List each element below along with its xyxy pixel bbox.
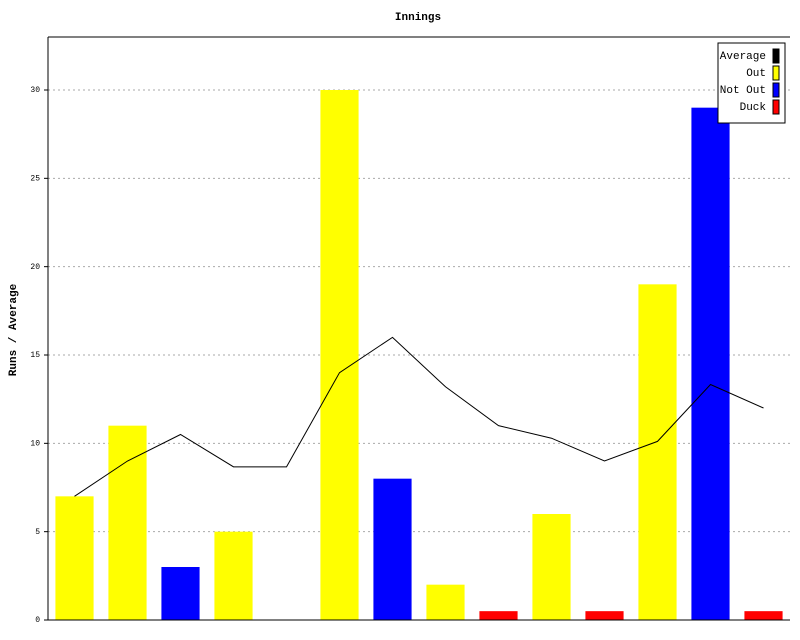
chart-title: Innings (395, 12, 441, 24)
legend-swatch (772, 65, 780, 81)
legend-swatch (772, 48, 780, 64)
legend-label: Average (720, 51, 766, 63)
bar (161, 567, 200, 620)
legend-label: Duck (740, 102, 767, 114)
y-tick-label: 5 (35, 528, 40, 537)
bar (744, 611, 783, 620)
average-line (74, 336, 764, 497)
bar (638, 284, 677, 620)
y-tick-label: 10 (30, 439, 40, 448)
y-tick-label: 20 (30, 263, 40, 272)
y-tick-label: 30 (30, 86, 40, 95)
bar (585, 611, 624, 620)
bar (214, 531, 253, 620)
bar (373, 478, 412, 620)
legend-label: Not Out (720, 85, 766, 97)
legend-swatch (772, 82, 780, 98)
bar (479, 611, 518, 620)
bar (532, 514, 571, 620)
legend-swatch (772, 99, 780, 115)
y-tick-label: 25 (30, 174, 40, 183)
bar (691, 107, 730, 620)
bar (55, 496, 94, 620)
legend-label: Out (746, 68, 766, 80)
bar (320, 90, 359, 620)
bar (426, 584, 465, 620)
bar (108, 425, 147, 620)
y-tick-label: 15 (30, 351, 40, 360)
y-axis-label: Runs / Average (8, 283, 20, 376)
y-tick-label: 0 (35, 616, 40, 625)
